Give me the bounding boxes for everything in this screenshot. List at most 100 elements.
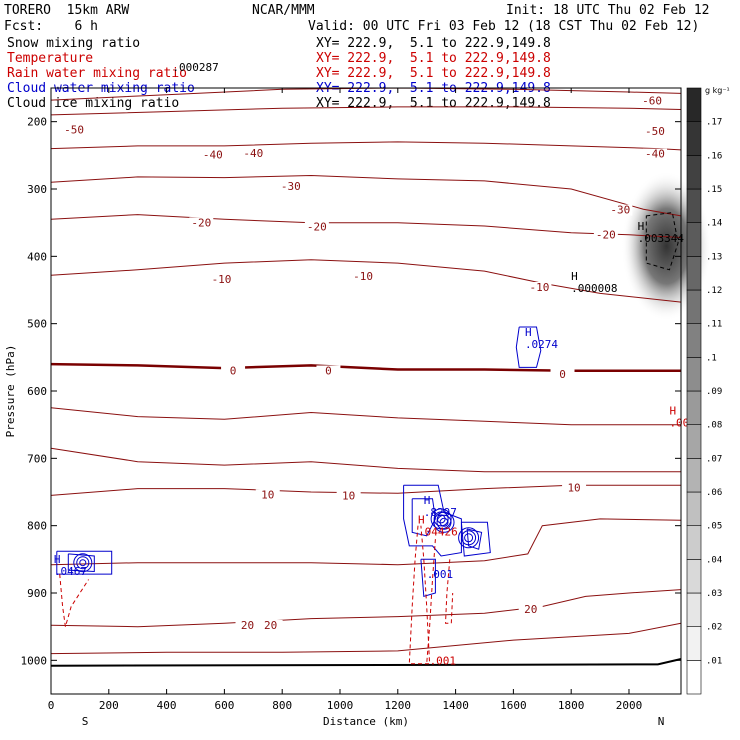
maximum-marker: H [54, 553, 61, 566]
colorbar-label: .07 [706, 454, 722, 464]
cloud-water-contour [433, 511, 455, 533]
cloud-water-contour [56, 550, 113, 575]
cloud-water-contour [436, 514, 452, 530]
x-tick-label: 0 [48, 699, 55, 712]
temperature-label: -50 [645, 125, 665, 138]
temperature-label: 20 [241, 619, 254, 632]
label-knockout [221, 365, 246, 377]
y-tick-label: 300 [27, 183, 47, 196]
maximum-marker: H [424, 494, 431, 507]
label-knockout [189, 217, 214, 229]
label-knockout [351, 271, 376, 283]
temperature-label: -10 [353, 270, 373, 283]
temperature-label: 0 [559, 368, 566, 381]
temperature-contour [50, 407, 681, 426]
x-tick-label: 800 [272, 699, 292, 712]
cloud-water-contour [411, 498, 436, 537]
label-knockout [200, 149, 225, 161]
colorbar-label: .08 [706, 421, 722, 431]
label-knockout [241, 148, 266, 160]
maximum-value: .001 [430, 654, 457, 667]
colorbar-label: .12 [706, 286, 722, 296]
colorbar-label: .13 [706, 252, 722, 262]
cloud-water-contour [67, 553, 95, 573]
cloud-water-contour [464, 533, 474, 543]
temperature-contour [50, 174, 682, 217]
temperature-label: -50 [64, 123, 84, 136]
temperature-contour [50, 106, 682, 116]
init-time: Init: 18 UTC Thu 02 Feb 12 [506, 3, 710, 18]
cloud-water-contour [461, 530, 477, 546]
field-xy-rain: XY= 222.9, 5.1 to 222.9,149.8 [316, 66, 551, 81]
colorbar-swatch [686, 188, 702, 223]
temperature-contour [50, 622, 682, 655]
x-tick-label: 400 [157, 699, 177, 712]
temperature-label: -30 [281, 180, 301, 193]
plot-frame [50, 87, 682, 695]
x-tick-label: 600 [214, 699, 234, 712]
rain-contour [408, 525, 431, 665]
maximum-marker: H [669, 405, 676, 418]
center-title: NCAR/MMM [252, 3, 315, 18]
colorbar-swatch [686, 390, 702, 425]
maximum-value: .000287 [172, 61, 218, 74]
x-axis-title: Distance (km) [323, 715, 409, 728]
maximum-value: .000008 [571, 282, 617, 295]
temperature-label: 20 [264, 619, 277, 632]
rain-contour [59, 574, 90, 627]
colorbar-label: .17 [706, 118, 722, 128]
cloud-water-contour [403, 484, 462, 557]
y-tick-label: 700 [27, 452, 47, 465]
colorbar-swatch [686, 660, 702, 695]
x-tick-label: 1000 [327, 699, 354, 712]
cloud-water-contour [436, 514, 446, 524]
colorbar-swatch [686, 559, 702, 594]
label-knockout [527, 282, 552, 293]
temperature-label: -60 [642, 94, 662, 107]
colorbar-label: .11 [706, 320, 722, 330]
rain-contour [426, 539, 436, 664]
maximum-value: .8297 [424, 506, 457, 519]
model-title: TORERO 15km ARW [4, 3, 130, 18]
colorbar-label: .09 [706, 387, 722, 397]
x-end-label-right: N [658, 715, 665, 728]
cloud-water-contour [73, 553, 93, 573]
y-axis-title: Pressure (hPa) [4, 345, 17, 438]
label-knockout [258, 620, 283, 632]
colorbar: .01 .02 .03 .04 .05 .06 .07 .08 .09 .1 .11 .12 .13 .1… [686, 87, 722, 695]
label-knockout [608, 204, 633, 216]
colorbar-swatch [686, 592, 702, 627]
label-knockout [642, 125, 667, 137]
cloud-water-contour [439, 517, 449, 527]
field-name-temperature: Temperature [7, 51, 94, 66]
maximum-value: .003344 [638, 232, 685, 245]
temperature-contour [50, 484, 681, 496]
cloud-water-contour [76, 556, 90, 570]
temperature-contour [50, 362, 681, 373]
colorbar-swatch [686, 491, 702, 526]
cloud-water-contour [458, 527, 480, 549]
maximum-value: .04426 [418, 526, 458, 539]
temperature-label: -40 [645, 148, 665, 161]
maximum-value: .001 [427, 568, 454, 581]
colorbar-swatch [686, 256, 702, 291]
field-xy-snow: XY= 222.9, 5.1 to 222.9,149.8 [316, 36, 551, 51]
x-tick-label: 1600 [500, 699, 527, 712]
colorbar-swatch [686, 424, 702, 459]
temperature-label: -40 [203, 148, 223, 161]
y-tick-label: 400 [27, 250, 47, 263]
maximum-marker: H [638, 220, 645, 233]
temperature-contour [50, 141, 682, 151]
x-end-label-left: S [82, 715, 89, 728]
colorbar-label: .1 [706, 353, 717, 363]
label-knockout [550, 368, 575, 380]
colorbar-label: .14 [706, 219, 722, 229]
temperature-label: 0 [325, 364, 332, 377]
label-knockout [235, 620, 260, 632]
y-tick-label: 800 [27, 520, 47, 533]
y-tick-label: 200 [27, 116, 47, 129]
y-tick-label: 900 [27, 587, 47, 600]
temperature-label: 0 [230, 364, 237, 377]
colorbar-swatch [686, 626, 702, 661]
